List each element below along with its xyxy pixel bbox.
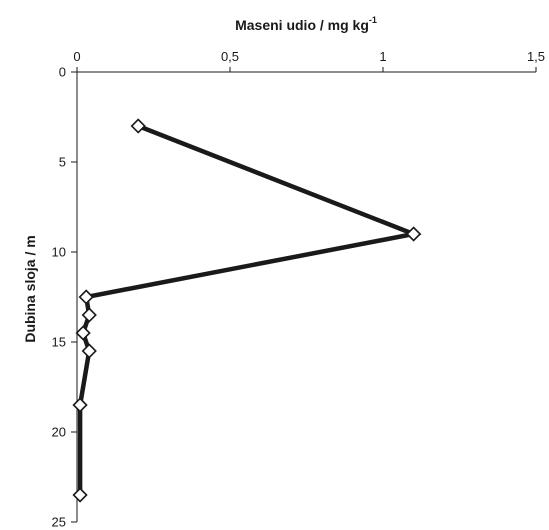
data-point-marker (81, 307, 97, 323)
series-line (77, 123, 422, 495)
x-axis-title-text: Maseni udio / mg kg (235, 17, 369, 33)
x-axis: 0 0,5 1 1,5 (73, 49, 545, 73)
x-axis-title-superscript: -1 (369, 15, 377, 25)
x-tick-label: 1,5 (527, 49, 545, 64)
y-tick-label: 25 (52, 515, 66, 530)
series-layer (72, 118, 422, 503)
data-point-marker (81, 343, 97, 359)
y-axis: 0 5 10 15 20 25 (52, 65, 78, 530)
x-axis-title: Maseni udio / mg kg-1 (235, 15, 377, 33)
y-tick-label: 15 (52, 335, 66, 350)
x-tick-label: 0 (73, 49, 80, 64)
x-tick-label: 0,5 (221, 49, 239, 64)
data-point-marker (405, 226, 422, 242)
y-axis-title: Dubina sloja / m (22, 235, 38, 342)
y-tick-label: 0 (59, 65, 66, 80)
data-point-marker (72, 487, 88, 503)
data-point-marker (130, 118, 146, 134)
x-tick-label: 1 (379, 49, 386, 64)
data-point-marker (75, 325, 91, 341)
y-tick-label: 20 (52, 425, 66, 440)
y-tick-label: 5 (59, 155, 66, 170)
data-point-marker (78, 289, 94, 305)
y-tick-label: 10 (52, 245, 66, 260)
data-point-marker (72, 397, 88, 413)
